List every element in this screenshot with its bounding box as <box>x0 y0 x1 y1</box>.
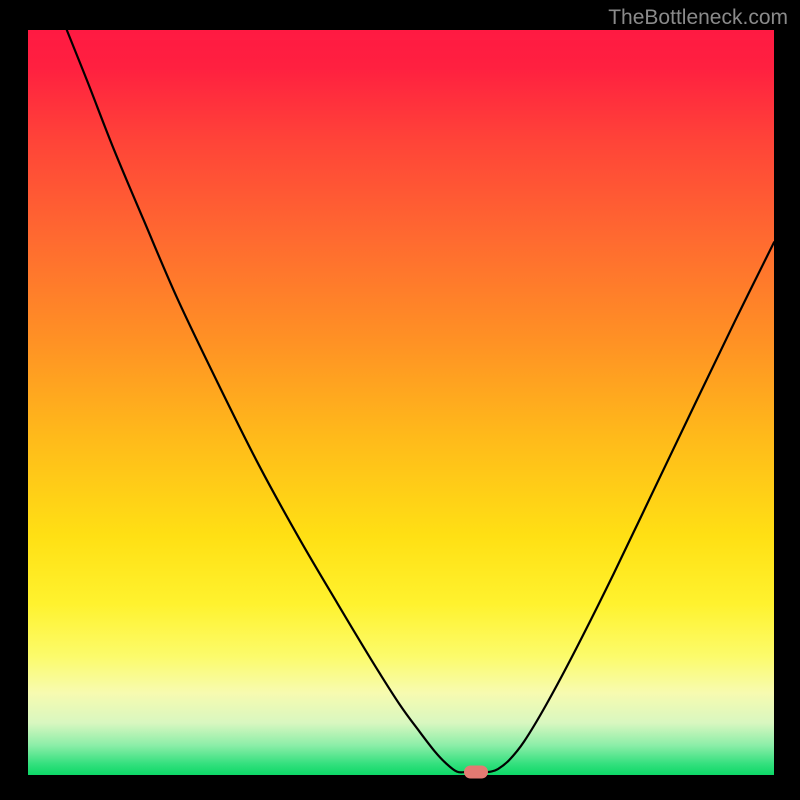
curve-layer-svg <box>28 30 774 775</box>
optimum-marker <box>464 766 488 779</box>
bottleneck-curve <box>67 30 774 772</box>
chart-plot-area <box>28 30 774 775</box>
watermark-text: TheBottleneck.com <box>608 6 788 30</box>
